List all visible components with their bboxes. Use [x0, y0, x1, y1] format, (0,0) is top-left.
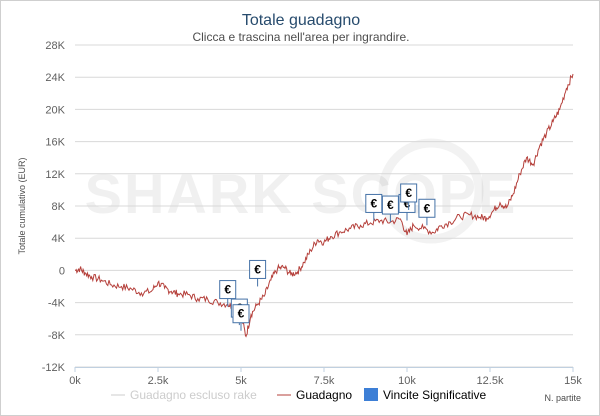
y-tick-label: 4K [52, 233, 66, 245]
win-flag-symbol: € [254, 262, 261, 276]
chart-subtitle: Clicca e trascina nell'area per ingrandi… [192, 30, 409, 44]
svg-text:SHARK SCOPE: SHARK SCOPE [85, 162, 518, 225]
y-tick-label: 12K [45, 169, 65, 181]
y-axis-ticks: -12K -8K -4K 0 4K 8K 12K 16K 20K 24K 28K [42, 40, 66, 374]
y-tick-label: 28K [45, 40, 65, 52]
win-flag-symbol: € [224, 283, 231, 297]
x-tick-label: 10k [398, 375, 416, 387]
chart-title: Totale guadagno [242, 12, 360, 29]
legend-rake-label: Guadagno escluso rake [130, 388, 257, 402]
y-tick-label: 24K [45, 72, 65, 84]
legend-vincite-swatch [364, 388, 378, 401]
x-tick-label: 15k [564, 375, 582, 387]
legend-item-guadagno[interactable]: Guadagno [277, 388, 352, 402]
legend-vincite-label: Vincite Significative [383, 388, 486, 402]
win-flag-box [365, 193, 383, 213]
flags-layer: €€€€€€€€€ [219, 183, 436, 331]
x-tick-label: 12.5k [477, 375, 504, 387]
x-axis-ticks: 0k 2.5k 5k 7.5k 10k 12.5k 15k [69, 367, 582, 387]
y-tick-label: -8K [48, 330, 66, 342]
win-flag[interactable]: € [400, 183, 418, 210]
y-tick-label: -4K [48, 298, 66, 310]
legend-guadagno-label: Guadagno [296, 388, 352, 402]
y-tick-label: 20K [45, 104, 65, 116]
y-tick-label: 8K [52, 201, 66, 213]
win-flag-symbol: € [404, 196, 411, 210]
x-tick-label: 7.5k [314, 375, 335, 387]
win-flag-box [232, 304, 250, 324]
x-axis-label: N. partite [544, 393, 581, 403]
win-flag[interactable]: € [418, 198, 436, 226]
win-flag-box [219, 280, 237, 300]
watermark: SHARK SCOPE [85, 138, 518, 244]
legend-item-vincite[interactable]: Vincite Significative [364, 388, 486, 402]
y-tick-label: 0 [59, 265, 65, 277]
x-tick-label: 0k [69, 375, 81, 387]
series-guadagno-line[interactable] [74, 73, 574, 338]
win-flag-symbol: € [387, 198, 394, 212]
legend-item-rake[interactable]: Guadagno escluso rake [111, 388, 257, 402]
win-flag[interactable]: € [232, 304, 250, 331]
win-flag-symbol: € [405, 186, 412, 200]
win-flag-symbol: € [238, 307, 245, 321]
win-flag-box [249, 259, 267, 279]
x-tick-label: 2.5k [148, 375, 169, 387]
win-flag[interactable]: € [381, 195, 399, 223]
y-tick-label: -12K [42, 362, 66, 374]
x-tick-label: 5k [235, 375, 247, 387]
legend: Guadagno escluso rake Guadagno Vincite S… [111, 388, 486, 402]
win-flag-box [381, 195, 399, 215]
win-flag[interactable]: € [365, 193, 383, 221]
win-flag-box [400, 183, 418, 203]
y-tick-label: 16K [45, 137, 65, 149]
win-flag[interactable]: € [219, 280, 237, 307]
win-flag-box [418, 198, 436, 218]
y-axis-label: Totale cumulativo (EUR) [17, 157, 27, 254]
win-flag-symbol: € [370, 196, 377, 210]
win-flag[interactable]: € [249, 259, 267, 287]
grid [75, 44, 573, 368]
win-flag-symbol: € [424, 201, 431, 215]
